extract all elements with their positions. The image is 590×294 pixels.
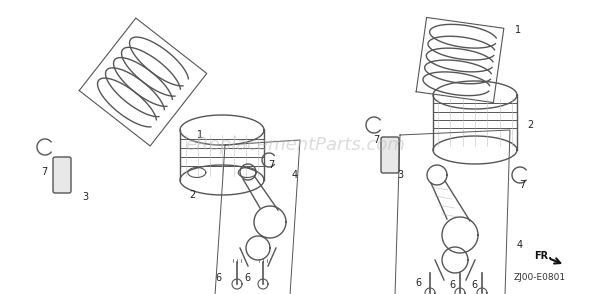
FancyBboxPatch shape — [381, 137, 399, 173]
Text: FR.: FR. — [534, 251, 552, 261]
Text: eReplacementParts.com: eReplacementParts.com — [185, 136, 405, 154]
Text: 3: 3 — [82, 192, 88, 202]
Text: 6: 6 — [449, 280, 455, 290]
Text: 4: 4 — [517, 240, 523, 250]
Text: 6: 6 — [415, 278, 421, 288]
Text: 1: 1 — [197, 130, 203, 140]
Text: 7: 7 — [373, 135, 379, 145]
Text: 7: 7 — [519, 180, 525, 190]
Text: 7: 7 — [268, 160, 274, 170]
Text: 6: 6 — [471, 280, 477, 290]
Text: 4: 4 — [292, 170, 298, 180]
Text: 6: 6 — [244, 273, 250, 283]
Text: 2: 2 — [189, 190, 195, 200]
Text: 3: 3 — [397, 170, 403, 180]
Text: 2: 2 — [527, 120, 533, 130]
FancyBboxPatch shape — [53, 157, 71, 193]
Text: ZJ00-E0801: ZJ00-E0801 — [514, 273, 566, 283]
Text: 6: 6 — [215, 273, 221, 283]
Text: 1: 1 — [515, 25, 521, 35]
Text: 7: 7 — [41, 167, 47, 177]
